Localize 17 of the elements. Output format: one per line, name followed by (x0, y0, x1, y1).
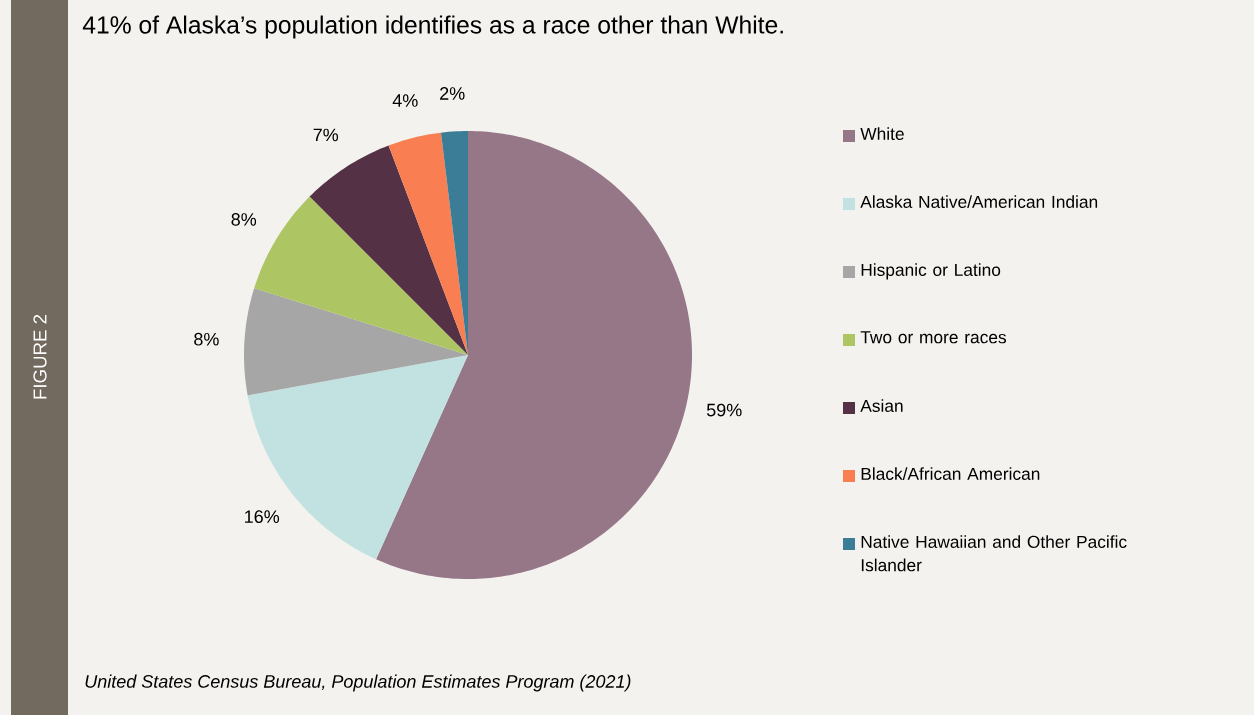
caption: FIGURE 2 (33, 314, 47, 399)
legend-label: Alaska Native/American Indian (860, 195, 1098, 208)
data-label: 2% (440, 87, 465, 100)
legend-label: White (860, 127, 904, 140)
data-label: 16% (245, 510, 280, 524)
legend-label: Asian (860, 399, 903, 412)
chart-title: 41% of Alaska’s population identifies as a race other than White. (82, 15, 783, 39)
legend-label: Native Hawaiian and Other Pacific Islander (861, 535, 1127, 572)
data-label: 4% (392, 94, 418, 107)
text: United States Census Bureau, Population Estimates Program (2021) (85, 674, 631, 692)
data-label: 8% (194, 332, 219, 346)
data-label: 7% (313, 128, 339, 142)
legend-label: Two or more races (860, 331, 1007, 344)
legend-label: Hispanic or Latino (861, 263, 1001, 280)
data-label: 59% (706, 403, 742, 417)
legend-label: Black/African American (861, 467, 1040, 480)
data-label: 8% (231, 213, 257, 226)
